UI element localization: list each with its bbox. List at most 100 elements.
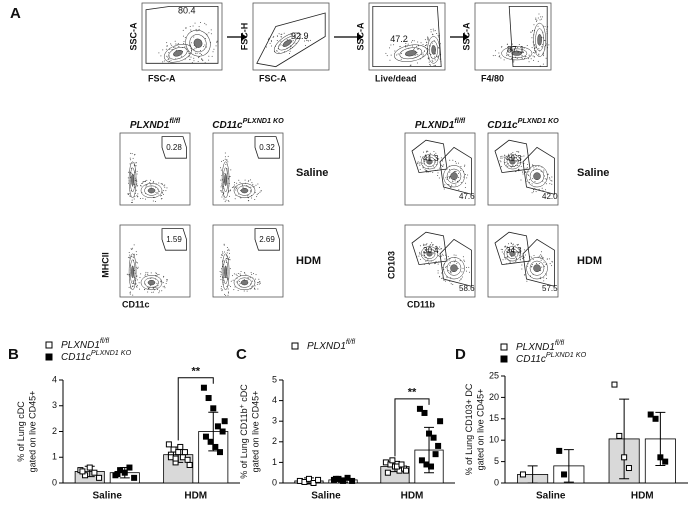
- legend-label: PLXND1fl/fl: [61, 336, 109, 351]
- flow-contour: [423, 156, 436, 167]
- x-tick-label: HDM: [184, 491, 207, 502]
- flow-event: [228, 200, 230, 202]
- flow-event: [260, 190, 262, 192]
- flow-event: [429, 244, 431, 246]
- data-point: [340, 477, 347, 484]
- flow-event: [256, 194, 258, 196]
- flow-event: [432, 61, 434, 63]
- flow-contour: [144, 185, 159, 196]
- flow-event: [230, 189, 232, 191]
- flow-event: [426, 42, 428, 44]
- flow-event: [128, 182, 130, 184]
- flow-event: [542, 189, 544, 191]
- flow-event: [220, 186, 222, 188]
- flow-event: [512, 244, 514, 246]
- flow-event: [528, 182, 530, 184]
- flow-event: [527, 58, 529, 60]
- flow-event: [500, 57, 502, 59]
- flow-event: [535, 50, 537, 52]
- flow-event: [157, 285, 159, 287]
- flow-event: [231, 186, 233, 188]
- flow-event: [512, 243, 514, 245]
- flow-contour: [529, 260, 545, 276]
- flow-event: [136, 173, 138, 175]
- flow-event: [227, 200, 229, 202]
- y-tick-label: 15: [489, 413, 499, 423]
- gate: [522, 146, 555, 195]
- flow-event: [280, 40, 282, 42]
- flow-event: [515, 261, 517, 263]
- flow-contour: [240, 279, 249, 286]
- flow-event: [223, 244, 225, 246]
- y-tick-label: 0: [52, 477, 57, 487]
- flow-event: [208, 32, 210, 34]
- flow-event: [224, 251, 226, 253]
- flow-event: [427, 36, 429, 38]
- gate-value: 0.28: [166, 143, 182, 152]
- flow-event: [510, 152, 512, 154]
- flow-event: [276, 35, 278, 37]
- flow-event: [221, 254, 223, 256]
- flow-event: [444, 184, 446, 186]
- flow-plot-frame: [141, 2, 223, 71]
- flow-event: [163, 60, 165, 62]
- flow-event: [538, 53, 540, 55]
- flow-event: [420, 42, 422, 44]
- data-point: [621, 454, 628, 461]
- flow-event: [225, 261, 227, 263]
- flow-event: [424, 257, 426, 259]
- flow-event: [450, 271, 452, 273]
- flow-event: [503, 59, 505, 61]
- flow-event: [416, 62, 418, 64]
- flow-event: [150, 186, 152, 188]
- flow-event: [425, 244, 427, 246]
- flow-event: [221, 190, 223, 192]
- column-header-sup: PLXND1 KO: [243, 116, 285, 125]
- flow-event: [203, 46, 205, 48]
- flow-event: [199, 52, 201, 54]
- data-point: [214, 423, 221, 430]
- flow-event: [540, 16, 542, 18]
- flow-contour: [147, 187, 156, 194]
- flow-event: [188, 52, 190, 54]
- flow-event: [220, 169, 222, 171]
- flow-event: [159, 290, 161, 292]
- x-axis-label: CD11b: [407, 299, 436, 309]
- flow-event: [436, 245, 438, 247]
- flow-event: [224, 201, 226, 203]
- legend-label: PLXND1fl/fl: [516, 338, 564, 353]
- flow-event: [527, 265, 529, 267]
- flow-event: [226, 160, 228, 162]
- flow-event: [220, 190, 222, 192]
- flow-event: [526, 167, 528, 169]
- flow-event: [156, 275, 158, 277]
- flow-event: [166, 279, 168, 281]
- flow-event: [227, 155, 229, 157]
- flow-event: [501, 46, 503, 48]
- flow-event: [437, 34, 439, 36]
- flow-event: [133, 183, 135, 185]
- flow-event: [150, 183, 152, 185]
- flow-event: [243, 278, 245, 280]
- flow-event: [507, 163, 509, 165]
- flow-event: [447, 270, 449, 272]
- flow-event: [426, 243, 428, 245]
- flow-contour: [185, 29, 211, 57]
- flow-event: [235, 189, 237, 191]
- y-axis-label: gated on live CD45+: [27, 391, 37, 473]
- flow-event: [147, 291, 149, 293]
- data-point: [344, 474, 351, 481]
- data-point: [205, 395, 212, 402]
- flow-event: [450, 277, 452, 279]
- flow-contour: [423, 248, 436, 259]
- flow-event: [441, 278, 443, 280]
- flow-event: [256, 283, 258, 285]
- flow-event: [535, 191, 537, 193]
- legend-label-sup: fl/fl: [555, 338, 565, 347]
- flow-event: [131, 201, 133, 203]
- flow-contour: [193, 38, 203, 48]
- flow-event: [256, 196, 258, 198]
- flow-event: [129, 291, 131, 293]
- flow-event: [411, 41, 413, 43]
- flow-contour: [237, 185, 252, 196]
